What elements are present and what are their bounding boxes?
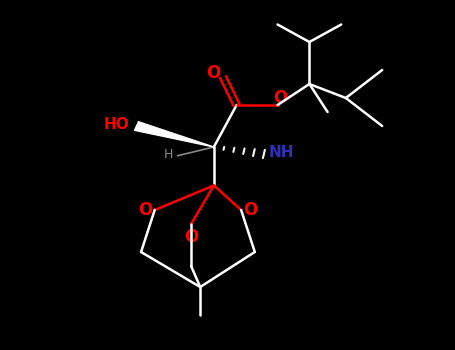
Text: O: O (206, 64, 220, 83)
Text: NH: NH (268, 146, 294, 160)
Text: O: O (243, 201, 258, 219)
Polygon shape (135, 122, 214, 147)
Text: H: H (163, 148, 173, 161)
Text: O: O (273, 89, 287, 107)
Text: O: O (184, 228, 198, 245)
Text: HO: HO (104, 117, 130, 132)
Text: O: O (138, 201, 152, 219)
